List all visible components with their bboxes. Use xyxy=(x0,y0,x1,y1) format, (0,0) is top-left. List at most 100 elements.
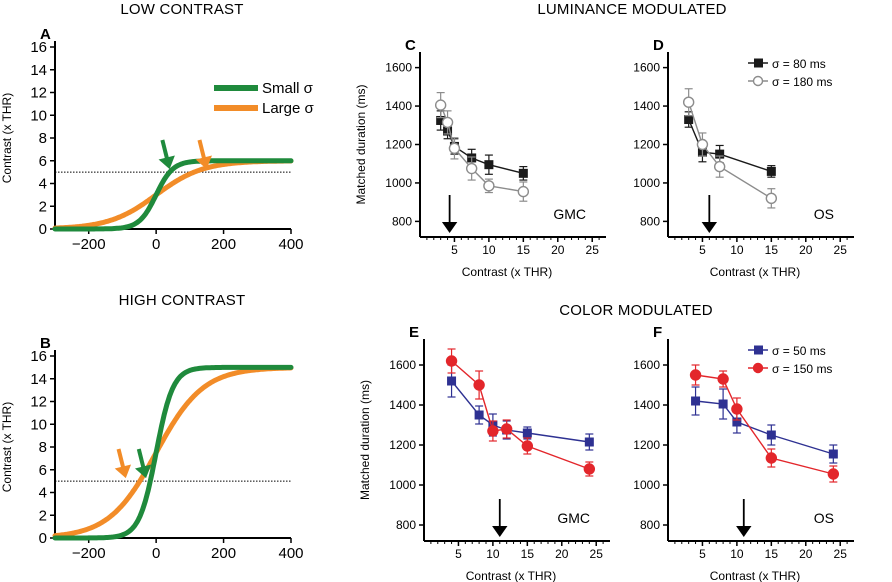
y-tick-label: 2 xyxy=(39,507,47,524)
y-axis-label: Matched duration (ms) xyxy=(358,380,372,500)
condition-label: GMC xyxy=(553,206,586,222)
data-point xyxy=(465,162,478,175)
data-point xyxy=(766,430,776,440)
y-tick-label: 1600 xyxy=(389,358,416,372)
y-tick-label: 1600 xyxy=(385,61,412,75)
data-point xyxy=(448,142,461,155)
series-2 xyxy=(682,88,778,209)
legend-label: σ = 80 ms xyxy=(772,57,826,71)
series-line xyxy=(688,101,772,199)
x-tick-label: 20 xyxy=(799,243,813,257)
threshold-arrow-icon-head xyxy=(492,526,508,537)
section-title-high-contrast: HIGH CONTRAST xyxy=(119,292,246,309)
data-point xyxy=(445,355,458,367)
x-tick-label: 200 xyxy=(211,545,236,562)
x-tick-label: 10 xyxy=(730,243,744,257)
x-tick-label: 5 xyxy=(699,243,706,257)
y-tick-label: 16 xyxy=(30,39,47,56)
section-title-luminance: LUMINANCE MODULATED xyxy=(537,1,726,18)
data-point xyxy=(434,99,447,111)
section-title-low-contrast: LOW CONTRAST xyxy=(120,1,243,18)
x-tick-label: 25 xyxy=(834,243,848,257)
y-tick-label: 2 xyxy=(39,198,47,215)
large-sigma-arrow-icon-head xyxy=(195,155,212,170)
y-tick-label: 6 xyxy=(39,153,47,170)
y-tick-label: 4 xyxy=(39,485,47,502)
y-tick-label: 1200 xyxy=(389,438,416,452)
series-line xyxy=(695,374,834,475)
legend-marker xyxy=(754,345,763,355)
y-tick-label: 14 xyxy=(30,62,47,79)
series-2 xyxy=(689,364,840,483)
data-point xyxy=(696,138,709,151)
data-point xyxy=(715,149,725,159)
y-tick-label: 800 xyxy=(640,518,660,532)
small-sigma-arrow-icon xyxy=(134,448,152,479)
y-tick-label: 1000 xyxy=(633,176,660,190)
panel-letter: C xyxy=(405,37,416,54)
y-tick-label: 0 xyxy=(39,530,47,547)
y-tick-label: 8 xyxy=(39,439,47,456)
panel-letter: B xyxy=(40,335,51,352)
x-tick-label: 5 xyxy=(699,547,706,561)
data-point xyxy=(713,160,726,173)
x-tick-label: 5 xyxy=(455,547,462,561)
data-point xyxy=(474,410,484,420)
data-point xyxy=(584,437,594,447)
x-tick-label: 200 xyxy=(211,236,236,253)
x-tick-label: 5 xyxy=(451,243,458,257)
y-tick-label: 800 xyxy=(640,214,660,228)
y-tick-label: 4 xyxy=(39,176,47,193)
data-point xyxy=(689,369,702,381)
x-tick-label: 15 xyxy=(765,547,779,561)
x-tick-label: 20 xyxy=(555,547,569,561)
threshold-arrow-icon xyxy=(492,499,508,537)
large-sigma-arrow-icon-head xyxy=(114,464,132,479)
y-tick-label: 800 xyxy=(392,214,412,228)
panel-letter: D xyxy=(653,37,664,54)
threshold-arrow-icon-head xyxy=(441,222,458,233)
y-tick-label: 6 xyxy=(39,462,47,479)
small-sigma-arrow-icon-head xyxy=(134,464,152,479)
panel-b: B 0 2 4 6 8 10 12 14 16 −200 0 200 400 Contrast (x THR… xyxy=(0,335,304,562)
section-title-color: COLOR MODULATED xyxy=(559,302,713,319)
x-axis-label: Contrast (x THR) xyxy=(710,569,800,582)
data-point xyxy=(765,192,778,205)
panel-letter: E xyxy=(409,324,419,341)
y-tick-label: 1200 xyxy=(633,438,660,452)
threshold-arrow-icon xyxy=(701,195,718,233)
x-tick-label: 10 xyxy=(486,547,500,561)
y-axis-label: Contrast (x THR) xyxy=(0,402,14,492)
series-2 xyxy=(434,91,530,202)
y-tick-label: 12 xyxy=(30,394,47,411)
y-tick-label: 1000 xyxy=(389,478,416,492)
x-tick-label: 15 xyxy=(521,547,535,561)
x-tick-label: 400 xyxy=(278,545,303,562)
y-tick-label: 8 xyxy=(39,130,47,147)
y-tick-label: 1400 xyxy=(389,398,416,412)
series-2 xyxy=(445,348,596,477)
data-point xyxy=(487,425,499,437)
y-tick-label: 1400 xyxy=(633,398,660,412)
y-tick-label: 10 xyxy=(30,107,47,124)
legend-label: σ = 150 ms xyxy=(772,362,832,376)
panel-letter: A xyxy=(40,26,51,43)
legend-label: σ = 50 ms xyxy=(772,344,826,358)
curve-large-sigma xyxy=(52,365,294,539)
data-point xyxy=(766,166,776,176)
curve-small-sigma xyxy=(52,158,294,232)
y-tick-label: 1000 xyxy=(385,176,412,190)
y-tick-label: 10 xyxy=(30,416,47,433)
x-tick-label: 25 xyxy=(590,547,604,561)
x-tick-label: 25 xyxy=(834,547,848,561)
data-point xyxy=(731,403,743,415)
x-axis-label: Contrast (x THR) xyxy=(462,265,552,279)
x-tick-label: 20 xyxy=(551,243,565,257)
data-point xyxy=(441,116,454,129)
x-tick-label: −200 xyxy=(72,545,106,562)
series-line xyxy=(688,119,772,173)
y-tick-label: 0 xyxy=(39,221,47,238)
threshold-arrow-icon xyxy=(441,195,458,233)
x-tick-label: 25 xyxy=(586,243,600,257)
